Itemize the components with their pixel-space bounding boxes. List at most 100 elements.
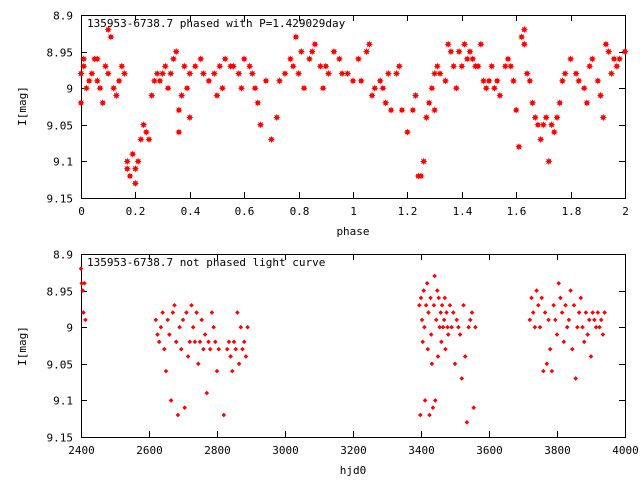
data-point bbox=[471, 405, 476, 411]
data-point bbox=[482, 84, 490, 92]
data-point bbox=[240, 346, 245, 352]
y-tick-label: 9.15 bbox=[47, 432, 74, 445]
data-point bbox=[187, 339, 193, 345]
data-point bbox=[241, 339, 247, 345]
data-point bbox=[431, 69, 439, 78]
data-point bbox=[447, 302, 453, 308]
data-point bbox=[238, 324, 244, 330]
y-tick-label: 9 bbox=[66, 322, 73, 335]
data-point bbox=[82, 84, 91, 92]
data-point bbox=[213, 91, 221, 100]
data-point bbox=[427, 412, 432, 418]
data-point bbox=[568, 288, 573, 293]
data-point bbox=[368, 91, 376, 100]
x-tick-label: 2600 bbox=[136, 444, 163, 457]
data-point bbox=[442, 295, 448, 301]
data-point bbox=[153, 69, 161, 78]
data-point bbox=[376, 77, 384, 85]
plot-frame bbox=[81, 254, 626, 438]
data-point bbox=[190, 324, 196, 330]
x-tick-label: 0.8 bbox=[290, 205, 310, 218]
data-point bbox=[541, 368, 546, 374]
y-tick-label: 8.9 bbox=[53, 10, 73, 23]
data-point bbox=[194, 310, 199, 315]
data-point bbox=[123, 157, 131, 165]
data-point bbox=[445, 324, 450, 330]
data-point bbox=[164, 84, 172, 92]
data-point bbox=[441, 317, 447, 323]
x-tick-label: 3000 bbox=[272, 444, 299, 457]
data-point bbox=[554, 332, 560, 337]
data-series bbox=[77, 26, 629, 187]
plot-frame bbox=[81, 15, 626, 199]
data-point bbox=[338, 69, 346, 78]
data-point bbox=[621, 48, 629, 56]
data-point bbox=[156, 339, 162, 345]
data-point bbox=[160, 310, 165, 315]
data-point bbox=[209, 310, 215, 315]
chart-title: 135953-6738.7 phased with P=1.429029day bbox=[87, 17, 346, 30]
data-point bbox=[99, 99, 107, 107]
data-point bbox=[473, 324, 478, 330]
data-point bbox=[474, 62, 482, 70]
data-point bbox=[504, 55, 512, 63]
x-axis-label: phase bbox=[336, 225, 369, 238]
data-point bbox=[175, 128, 183, 136]
data-point bbox=[199, 69, 207, 78]
data-point bbox=[431, 106, 439, 114]
data-point bbox=[80, 288, 85, 293]
data-point bbox=[425, 99, 433, 107]
data-point bbox=[335, 55, 343, 63]
x-tick-label: 3400 bbox=[408, 444, 435, 457]
y-tick-label: 8.9 bbox=[53, 249, 73, 262]
data-point bbox=[104, 69, 112, 78]
data-point bbox=[583, 99, 591, 107]
data-point bbox=[281, 69, 289, 78]
data-point bbox=[153, 317, 159, 323]
data-point bbox=[156, 77, 164, 85]
data-point bbox=[199, 317, 204, 323]
data-point bbox=[547, 346, 553, 352]
data-point bbox=[580, 324, 585, 330]
data-point bbox=[365, 40, 373, 48]
data-point bbox=[444, 310, 449, 315]
data-point bbox=[607, 69, 615, 78]
data-point bbox=[207, 346, 213, 352]
data-point bbox=[163, 368, 169, 374]
data-point bbox=[88, 69, 96, 78]
data-point bbox=[123, 165, 131, 173]
data-point bbox=[605, 48, 613, 56]
data-point bbox=[422, 398, 428, 403]
data-point bbox=[363, 48, 371, 56]
data-point bbox=[429, 361, 435, 367]
data-point bbox=[197, 55, 205, 63]
data-point bbox=[578, 295, 584, 301]
data-point bbox=[564, 324, 570, 330]
data-point bbox=[231, 339, 237, 345]
data-point bbox=[182, 405, 187, 411]
data-point bbox=[221, 55, 229, 63]
data-point bbox=[224, 346, 230, 352]
x-axis-label: hjd0 bbox=[340, 464, 367, 477]
data-point bbox=[434, 317, 439, 323]
data-point bbox=[319, 84, 327, 92]
data-point bbox=[613, 62, 621, 70]
data-point bbox=[566, 317, 572, 323]
y-axis-label: I[mag] bbox=[16, 86, 29, 126]
data-point bbox=[167, 69, 175, 78]
data-point bbox=[437, 324, 442, 330]
data-point bbox=[553, 113, 561, 122]
data-point bbox=[542, 113, 550, 122]
data-point bbox=[536, 302, 541, 308]
data-point bbox=[267, 135, 275, 144]
data-point bbox=[382, 99, 390, 107]
data-point bbox=[82, 280, 87, 286]
data-point bbox=[192, 339, 198, 345]
data-point bbox=[96, 84, 104, 92]
data-point bbox=[537, 135, 545, 144]
data-point bbox=[251, 84, 259, 92]
data-point bbox=[451, 310, 456, 315]
y-tick-label: 9.1 bbox=[53, 156, 73, 169]
data-point bbox=[545, 157, 553, 165]
